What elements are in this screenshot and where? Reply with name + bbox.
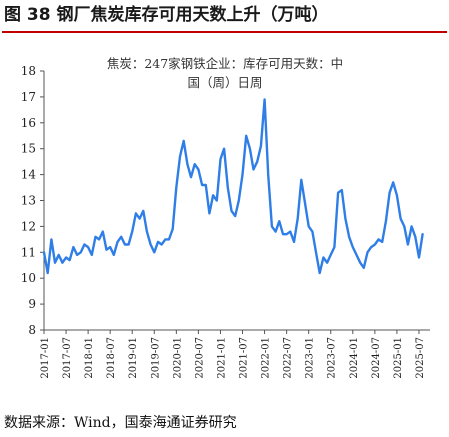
series-lines [42,98,424,275]
series-line-1 [42,98,424,275]
x-tick-label: 2022-01 [261,337,272,379]
y-tick-label: 18 [21,64,36,78]
x-tick-label: 2023-01 [305,337,316,379]
x-tick-label: 2022-07 [283,337,294,379]
y-tick-label: 10 [21,271,36,285]
y-axis-ticks: 8 9 10 11 12 13 14 15 16 17 18 [21,64,44,337]
x-tick-label: 2021-07 [239,337,250,379]
x-tick-label: 2017-07 [62,337,73,379]
figure-title: 图 38 钢厂焦炭库存可用天数上升（万吨） [4,5,329,25]
y-tick-label: 14 [21,168,37,182]
x-tick-label: 2025-07 [415,337,426,379]
series-label-line1: 焦炭：247家钢铁企业：库存可用天数：中 [107,56,343,71]
y-tick-label: 11 [21,245,36,259]
y-tick-label: 8 [28,323,36,337]
y-tick-label: 17 [21,90,36,104]
x-tick-label: 2017-01 [40,337,51,379]
x-tick-label: 2024-01 [349,337,360,379]
x-tick-label: 2018-01 [84,337,95,379]
x-tick-label: 2021-01 [216,337,227,379]
x-tick-label: 2020-07 [194,337,205,379]
y-tick-label: 12 [21,219,36,233]
x-tick-label: 2023-07 [327,337,338,379]
x-tick-label: 2019-07 [150,337,161,379]
x-tick-label: 2024-07 [371,337,382,379]
data-source: 数据来源：Wind，国泰海通证券研究 [4,415,237,431]
title-rule [2,31,447,33]
y-tick-label: 15 [21,142,36,156]
x-tick-label: 2018-07 [106,337,117,379]
series-label-line2: 国（周）日周 [187,75,262,90]
line-chart: 8 9 10 11 12 13 14 15 16 17 18 2017-01 2017-07 2018-… [21,56,430,379]
chart-axes [43,71,430,331]
x-tick-label: 2019-01 [128,337,139,379]
x-axis-ticks: 2017-01 2017-07 2018-01 2018-07 2019-01 2019-… [40,330,426,379]
y-tick-label: 16 [21,116,36,130]
y-tick-label: 9 [28,297,36,311]
x-tick-label: 2020-01 [172,337,183,379]
x-tick-label: 2025-01 [393,337,404,379]
y-tick-label: 13 [21,194,36,208]
